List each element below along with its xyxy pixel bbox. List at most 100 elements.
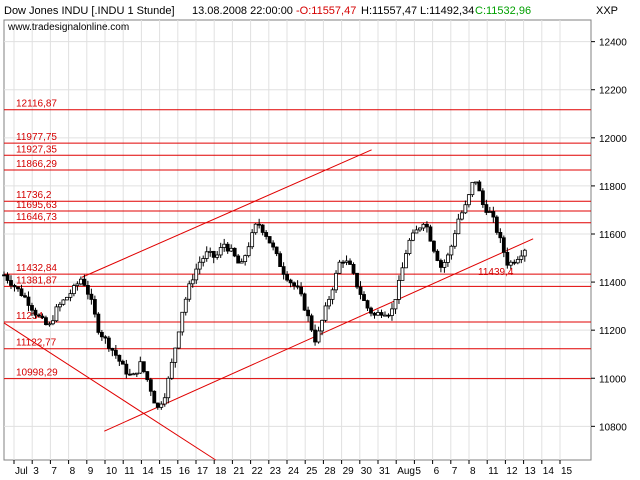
candle-body: [44, 317, 48, 325]
y-tick-label: 12000: [599, 134, 627, 145]
candle-body: [383, 314, 387, 317]
candle-body: [68, 293, 73, 298]
candle-body: [313, 329, 317, 343]
x-tick-label: Jul: [15, 466, 28, 477]
x-tick-label: 7: [452, 466, 458, 477]
candle-body: [204, 251, 209, 259]
candle-body: [124, 363, 129, 375]
candle-body: [106, 337, 111, 349]
candle-body: [173, 347, 178, 363]
y-tick-label: 11800: [599, 182, 627, 193]
level-label: 11927,35: [16, 144, 57, 155]
candle-body: [271, 242, 276, 248]
x-tick-label: 14: [142, 466, 154, 477]
candle-body: [334, 272, 338, 291]
candle-body: [85, 285, 90, 295]
candle-body: [494, 216, 499, 233]
candle-body: [103, 336, 108, 339]
candle-body: [37, 314, 41, 317]
level-label: 12116,87: [16, 99, 57, 110]
close-value: C:11532,96: [475, 5, 531, 17]
candle-body: [445, 254, 450, 263]
candle-body: [169, 361, 174, 379]
x-tick-label: 22: [252, 466, 264, 477]
candle-body: [134, 372, 139, 375]
candle-body: [456, 218, 461, 235]
candle-body: [316, 330, 321, 343]
y-axis-labels: 10800 11000 11200 11400 11600 11800 12000 12200…: [591, 38, 627, 433]
x-tick-label: 17: [197, 466, 209, 477]
candle-body: [92, 299, 97, 315]
level-label: 11234: [16, 311, 44, 322]
candle-body: [390, 308, 394, 316]
x-tick-label: 15: [161, 466, 173, 477]
candle-body: [152, 390, 157, 404]
candle-body: [379, 312, 384, 316]
candle-body: [183, 298, 188, 313]
x-tick-label: 14: [543, 466, 555, 477]
x-tick-label: 21: [233, 466, 245, 477]
candle-body: [159, 403, 164, 408]
level-label: 11381,87: [16, 275, 57, 286]
candle-body: [65, 296, 69, 301]
candle-body: [515, 259, 520, 264]
candle-body: [302, 293, 307, 311]
candle-body: [201, 258, 206, 263]
candle-body: [194, 268, 199, 281]
candle-body: [148, 379, 153, 392]
candle-body: [16, 286, 20, 290]
level-label: 11432,84: [16, 263, 57, 274]
x-tick-label: 30: [361, 466, 373, 477]
x-tick-label: 28: [324, 466, 336, 477]
candle-body: [110, 347, 115, 351]
symbol-label: Dow Jones INDU [.INDU 1 Stunde]: [4, 5, 175, 17]
candle-body: [208, 250, 213, 253]
candle-body: [463, 204, 468, 214]
candle-body: [491, 211, 496, 218]
candle-body: [211, 250, 216, 258]
x-tick-label: 23: [270, 466, 282, 477]
candle-body: [348, 260, 352, 265]
level-label: 11736,2: [16, 190, 52, 201]
x-tick-label: 25: [306, 466, 318, 477]
x-tick-label: 10: [106, 466, 118, 477]
candle-body: [155, 402, 160, 408]
candle-body: [166, 377, 171, 399]
candle-body: [358, 286, 363, 295]
x-tick-label: 18: [215, 466, 227, 477]
candle-body: [498, 232, 503, 239]
x-tick-label: 12: [506, 466, 518, 477]
candle-body: [281, 266, 286, 275]
candle-body: [236, 255, 241, 264]
candle-body: [519, 255, 524, 260]
descending-trend-line: [3, 322, 216, 461]
horizontal-levels: 12116,8711977,7511927,3511866,2911736,21…: [4, 99, 591, 380]
x-tick-label: 7: [51, 466, 57, 477]
upper-channel-line: [81, 149, 372, 278]
candle-body: [5, 274, 10, 281]
candle-body: [89, 293, 94, 300]
x-tick-label: 24: [288, 466, 300, 477]
candle-body: [274, 246, 279, 255]
candle-body: [225, 243, 230, 252]
candle-body: [442, 262, 447, 268]
candle-body: [404, 253, 408, 269]
candle-body: [82, 278, 87, 286]
candle-body: [452, 233, 457, 247]
high-value: H:11557,47: [361, 5, 417, 17]
candle-body: [113, 349, 118, 356]
axis-unit-label: XXP: [596, 5, 618, 17]
candle-body: [376, 312, 380, 316]
candle-body: [218, 247, 223, 256]
candle-body: [411, 232, 415, 241]
candle-body: [428, 226, 433, 242]
x-tick-label: 16: [179, 466, 191, 477]
candle-body: [449, 245, 454, 256]
x-tick-label: 6: [434, 466, 440, 477]
candle-body: [190, 279, 195, 285]
level-label: 11646,73: [16, 212, 57, 223]
candle-body: [30, 305, 34, 311]
candle-body: [253, 223, 258, 234]
y-tick-label: 11600: [599, 230, 627, 241]
